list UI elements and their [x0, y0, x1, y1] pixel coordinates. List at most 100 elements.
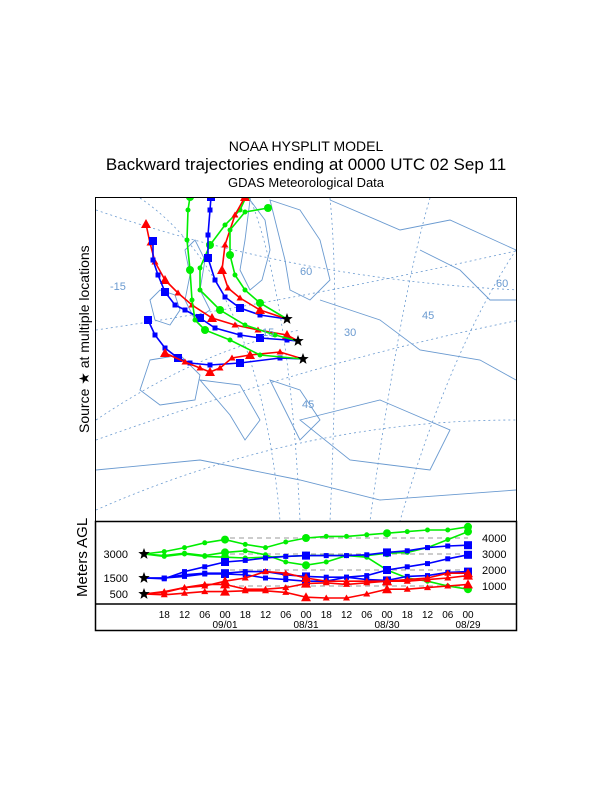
circle-marker [242, 322, 248, 328]
square-marker [383, 548, 391, 557]
triangle-marker [231, 321, 239, 328]
coastline [198, 379, 261, 441]
red-trajectory [160, 348, 304, 376]
triangle-marker [241, 574, 249, 581]
triangle-marker [224, 284, 232, 291]
x-tick-label: 18 [159, 610, 171, 621]
y-tick-label: 4000 [482, 533, 506, 545]
triangle-marker [382, 576, 392, 586]
square-marker [172, 302, 178, 308]
square-marker [212, 325, 218, 331]
square-marker [404, 564, 410, 570]
triangle-marker [382, 584, 392, 594]
square-marker [149, 237, 157, 245]
x-tick-label: 00 [462, 610, 474, 621]
circle-marker [302, 561, 310, 570]
coastline [239, 198, 271, 291]
triangle-marker [240, 198, 250, 201]
square-marker [187, 360, 193, 366]
circle-marker [184, 237, 190, 243]
triangle-marker [282, 588, 290, 595]
square-marker [284, 337, 290, 343]
coastline [299, 399, 451, 471]
square-marker [464, 541, 472, 550]
square-marker [263, 575, 268, 581]
square-marker [464, 550, 472, 559]
circle-marker [257, 352, 263, 358]
triangle-marker [205, 367, 215, 376]
coastline [319, 299, 516, 381]
square-marker [150, 257, 156, 263]
circle-marker [242, 541, 248, 547]
x-tick-label: 18 [402, 610, 414, 621]
square-marker [344, 553, 349, 559]
square-marker [404, 548, 410, 554]
triangle-marker [141, 219, 151, 228]
triangle-marker [241, 587, 249, 594]
circle-marker [464, 527, 472, 536]
graticule-line [96, 329, 301, 421]
circle-marker [283, 559, 289, 565]
circle-marker [222, 222, 228, 228]
square-marker [161, 575, 167, 581]
circle-marker [185, 207, 191, 213]
circle-marker [445, 527, 451, 533]
circle-marker [202, 540, 208, 546]
triangle-marker [228, 354, 236, 361]
triangle-marker [276, 348, 284, 355]
green-trajectory [226, 204, 288, 320]
triangle-marker [245, 350, 255, 359]
y-tick-label: 3000 [482, 549, 506, 561]
plot-title: Backward trajectories ending at 0000 UTC… [105, 155, 507, 174]
data-source: GDAS Meteorological Data [227, 175, 385, 190]
x-tick-label: 12 [179, 610, 191, 621]
triangle-marker [424, 576, 431, 583]
triangle-marker [444, 574, 452, 581]
square-marker [196, 314, 204, 322]
graticule-line [329, 198, 336, 521]
coastline [329, 199, 516, 251]
square-marker [425, 545, 430, 551]
coastline [96, 459, 516, 501]
square-marker [182, 307, 188, 313]
date-label: 08/30 [374, 620, 399, 631]
grid-label: 45 [302, 399, 314, 411]
coastline [184, 239, 211, 321]
circle-marker [425, 527, 430, 533]
circle-marker [404, 529, 410, 535]
start-star-icon [138, 572, 150, 583]
coastline [269, 199, 331, 301]
date-label: 08/31 [293, 620, 318, 631]
triangle-marker [220, 579, 230, 589]
square-marker [257, 312, 263, 318]
date-label: 09/01 [212, 620, 237, 631]
graticule-line [96, 209, 516, 291]
source-star-icon [292, 335, 304, 346]
circle-marker [202, 553, 208, 559]
square-marker [344, 574, 349, 580]
profile-frame [94, 520, 518, 632]
triangle-marker [201, 588, 209, 595]
circle-marker [182, 551, 187, 557]
trajectory-line [152, 241, 299, 342]
green-height-series [143, 522, 472, 555]
circle-marker [264, 204, 272, 212]
square-marker [204, 254, 212, 262]
start-star-icon [138, 548, 150, 559]
start-height-label: 1500 [104, 573, 128, 585]
circle-marker [197, 287, 203, 293]
triangle-marker [160, 591, 168, 598]
start-height-label: 500 [110, 589, 128, 601]
triangle-marker [403, 585, 411, 592]
square-marker [277, 355, 283, 361]
blue-trajectory [204, 198, 288, 320]
triangle-marker [322, 594, 330, 601]
square-marker [383, 566, 391, 574]
circle-marker [445, 537, 451, 543]
graticule-line [96, 320, 516, 441]
triangle-marker [282, 569, 290, 576]
square-marker [236, 304, 244, 312]
square-marker [425, 561, 430, 567]
circle-marker [283, 539, 289, 545]
